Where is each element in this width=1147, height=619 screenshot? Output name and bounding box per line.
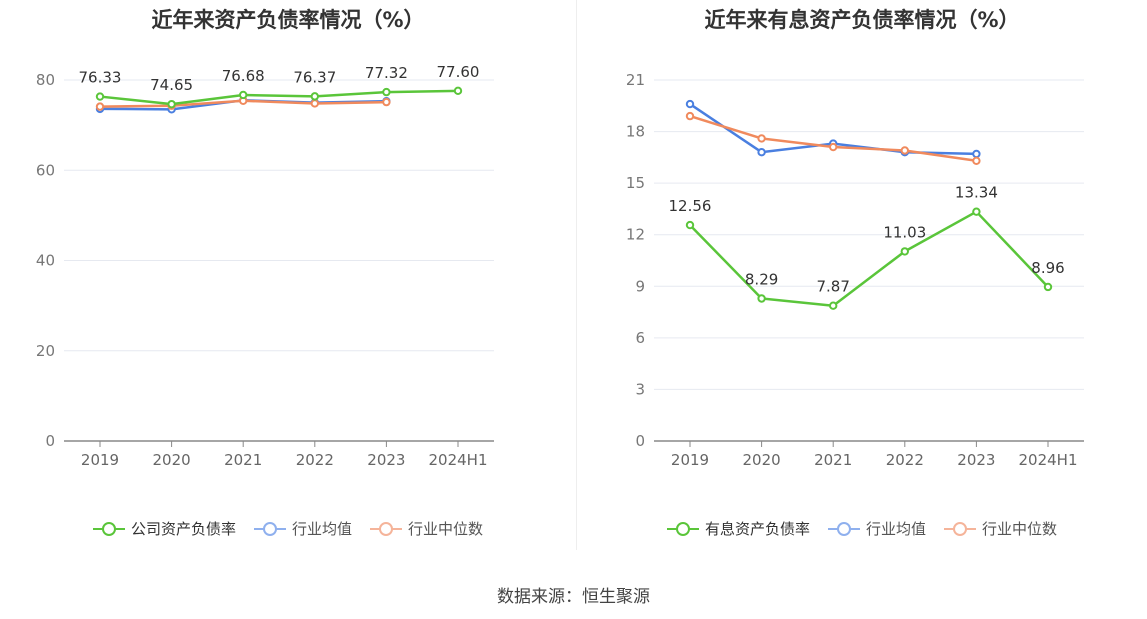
data-label: 11.03 <box>883 223 926 241</box>
data-point-company <box>685 220 695 230</box>
data-label: 76.68 <box>222 67 265 85</box>
data-point-median <box>685 111 695 121</box>
legend-marker-icon <box>944 521 976 537</box>
y-tick-label: 15 <box>626 174 645 192</box>
chart-panel-asset-liability: 近年来资产负债率情况（%） 0 20 40 60 80 2019 2020 2021 2022 2… <box>0 0 576 560</box>
data-point-median <box>310 99 319 108</box>
data-label: 12.56 <box>669 197 712 215</box>
legend-label: 行业均值 <box>865 520 926 538</box>
data-label: 13.34 <box>955 184 998 202</box>
legend-item-median[interactable]: 行业中位数 <box>370 518 483 539</box>
x-tick-label: 2022 <box>886 451 924 469</box>
chart-title: 近年来有息资产负债率情况（%） <box>704 8 1020 32</box>
legend-item-median[interactable]: 行业中位数 <box>944 518 1057 539</box>
panel-divider <box>576 0 577 550</box>
data-point-median <box>757 134 766 143</box>
x-tick-label: 2020 <box>153 451 191 469</box>
x-tick-label: 2023 <box>957 451 995 469</box>
data-label: 77.60 <box>437 63 480 81</box>
data-label: 7.87 <box>816 278 849 296</box>
chart-panel-interest-bearing: 近年来有息资产负债率情况（%） 0 3 6 9 12 15 18 21 2019 2020 2021… <box>577 0 1147 560</box>
legend-label: 行业均值 <box>291 520 352 538</box>
data-point-company <box>95 92 105 101</box>
legend-marker-icon <box>253 521 286 537</box>
y-tick-label: 20 <box>36 342 55 360</box>
series-line-company <box>689 210 1049 307</box>
x-tick-label: 2021 <box>224 451 262 469</box>
data-point-company <box>972 207 981 216</box>
y-tick-label: 0 <box>635 432 645 450</box>
data-point-company <box>239 90 248 100</box>
data-source-note: 数据来源：恒生聚源 <box>497 587 650 607</box>
data-point-company <box>310 92 319 101</box>
data-point-median <box>829 142 838 152</box>
legend-marker-icon <box>827 521 860 537</box>
legend-item-company[interactable]: 公司资产负债率 <box>92 518 236 539</box>
legend-label: 公司资产负债率 <box>130 520 236 538</box>
data-point-median <box>382 97 391 107</box>
y-tick-label: 21 <box>626 71 645 89</box>
x-tick-label: 2020 <box>743 451 781 469</box>
line-chart-asset-liability: 0 20 40 60 80 2019 2020 2021 2022 2023 2024H1 76.33… <box>36 63 494 469</box>
legend-label: 行业中位数 <box>408 520 484 538</box>
data-point-company <box>900 247 909 256</box>
data-point-company <box>167 99 176 109</box>
x-tick-label: 2021 <box>814 451 852 469</box>
x-tick-label: 2022 <box>296 451 334 469</box>
y-tick-label: 9 <box>635 277 645 295</box>
data-point-average <box>685 99 695 109</box>
y-tick-label: 18 <box>626 123 645 141</box>
data-label: 76.37 <box>293 68 336 86</box>
data-label: 76.33 <box>79 69 122 87</box>
legend-item-company[interactable]: 有息资产负债率 <box>666 518 810 539</box>
chart-legend: 有息资产负债率 行业均值 行业中位数 <box>577 518 1147 539</box>
y-tick-label: 12 <box>626 226 645 244</box>
chart-legend: 公司资产负债率 行业均值 行业中位数 <box>0 518 576 539</box>
x-tick-label: 2024H1 <box>429 451 488 469</box>
data-point-median <box>900 146 909 155</box>
data-label: 77.32 <box>365 64 408 82</box>
y-tick-label: 60 <box>36 161 55 179</box>
legend-marker-icon <box>666 521 699 537</box>
data-point-company <box>757 294 766 303</box>
x-tick-label: 2019 <box>81 451 119 469</box>
x-tick-label: 2023 <box>367 451 405 469</box>
y-tick-label: 6 <box>635 329 645 347</box>
x-tick-label: 2024H1 <box>1019 451 1078 469</box>
y-tick-label: 0 <box>45 432 55 450</box>
legend-marker-icon <box>92 521 125 537</box>
data-point-company <box>453 86 463 96</box>
legend-label: 有息资产负债率 <box>704 520 810 538</box>
data-label: 8.29 <box>745 270 778 288</box>
series-line-median <box>689 114 977 163</box>
data-point-median <box>95 102 105 111</box>
data-label: 8.96 <box>1031 259 1064 277</box>
y-tick-label: 40 <box>36 252 55 270</box>
chart-title: 近年来资产负债率情况（%） <box>151 8 425 32</box>
legend-label: 行业中位数 <box>982 520 1058 538</box>
legend-item-average[interactable]: 行业均值 <box>253 518 352 539</box>
data-point-company <box>382 87 391 97</box>
data-point-average <box>972 149 981 159</box>
y-tick-label: 80 <box>36 71 55 89</box>
y-tick-label: 3 <box>635 380 645 398</box>
data-point-company <box>829 301 838 310</box>
series-line-company <box>99 89 459 106</box>
x-tick-label: 2019 <box>671 451 709 469</box>
line-chart-interest-bearing: 0 3 6 9 12 15 18 21 2019 2020 2021 2022 2023 2024H1 12… <box>626 71 1084 469</box>
data-point-median <box>972 156 981 165</box>
data-label: 74.65 <box>150 76 193 94</box>
data-point-average <box>757 148 766 157</box>
legend-item-average[interactable]: 行业均值 <box>827 518 926 539</box>
data-point-company <box>1043 282 1053 292</box>
legend-marker-icon <box>370 521 402 537</box>
